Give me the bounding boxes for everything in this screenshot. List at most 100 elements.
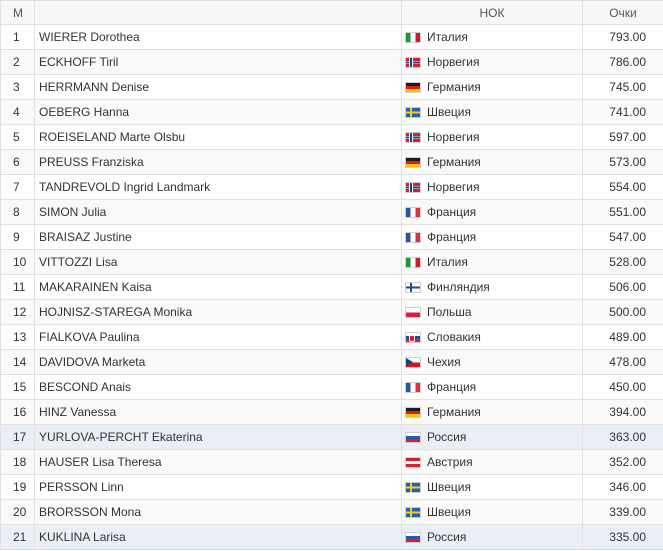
germany-flag-icon (405, 407, 421, 418)
table-row[interactable]: 20 BRORSSON Mona Швеция 339.00 (0, 499, 663, 525)
points-cell: 450.00 (582, 374, 663, 400)
points-cell: 597.00 (582, 124, 663, 150)
athlete-name[interactable]: WIERER Dorothea (34, 24, 402, 50)
points-cell: 741.00 (582, 99, 663, 125)
athlete-name[interactable]: SIMON Julia (34, 199, 402, 225)
athlete-name[interactable]: FIALKOVA Paulina (34, 324, 402, 350)
athlete-name[interactable]: KUKLINA Larisa (34, 524, 402, 550)
table-row[interactable]: 2 ECKHOFF Tiril Норвегия 786.00 (0, 49, 663, 75)
slovakia-flag-icon (405, 332, 421, 343)
table-row[interactable]: 16 HINZ Vanessa Германия 394.00 (0, 399, 663, 425)
table-row[interactable]: 3 HERRMANN Denise Германия 745.00 (0, 74, 663, 100)
table-row[interactable]: 17 YURLOVA-PERCHT Ekaterina Россия 363.00 (0, 424, 663, 450)
country-name: Швеция (427, 105, 471, 119)
nation-cell: Франция (401, 374, 583, 400)
table-row[interactable]: 15 BESCOND Anais Франция 450.00 (0, 374, 663, 400)
rank-cell: 2 (0, 49, 35, 75)
points-cell: 786.00 (582, 49, 663, 75)
table-row[interactable]: 1 WIERER Dorothea Италия 793.00 (0, 24, 663, 50)
italy-flag-icon (405, 257, 421, 268)
nation-cell: Франция (401, 224, 583, 250)
nation-cell: Франция (401, 199, 583, 225)
sweden-flag-icon (405, 507, 421, 518)
rank-cell: 15 (0, 374, 35, 400)
norway-flag-icon (405, 182, 421, 193)
athlete-name[interactable]: BRAISAZ Justine (34, 224, 402, 250)
norway-flag-icon (405, 57, 421, 68)
country-name: Франция (427, 230, 477, 244)
nation-cell: Россия (401, 524, 583, 550)
table-row[interactable]: 5 ROEISELAND Marte Olsbu Норвегия 597.00 (0, 124, 663, 150)
athlete-name[interactable]: MAKARAINEN Kaisa (34, 274, 402, 300)
nation-cell: Норвегия (401, 174, 583, 200)
country-name: Швеция (427, 505, 471, 519)
athlete-name[interactable]: HERRMANN Denise (34, 74, 402, 100)
rank-cell: 17 (0, 424, 35, 450)
rank-cell: 6 (0, 149, 35, 175)
points-cell: 745.00 (582, 74, 663, 100)
rank-cell: 7 (0, 174, 35, 200)
table-row[interactable]: 12 HOJNISZ-STAREGA Monika Польша 500.00 (0, 299, 663, 325)
points-cell: 346.00 (582, 474, 663, 500)
athlete-name[interactable]: BRORSSON Mona (34, 499, 402, 525)
germany-flag-icon (405, 82, 421, 93)
athlete-name[interactable]: OEBERG Hanna (34, 99, 402, 125)
header-nation[interactable]: НОК (401, 0, 583, 25)
athlete-name[interactable]: HOJNISZ-STAREGA Monika (34, 299, 402, 325)
country-name: Германия (427, 405, 481, 419)
country-name: Германия (427, 80, 481, 94)
athlete-name[interactable]: PERSSON Linn (34, 474, 402, 500)
austria-flag-icon (405, 457, 421, 468)
table-row[interactable]: 6 PREUSS Franziska Германия 573.00 (0, 149, 663, 175)
athlete-name[interactable]: DAVIDOVA Marketa (34, 349, 402, 375)
country-name: Франция (427, 380, 477, 394)
table-row[interactable]: 11 MAKARAINEN Kaisa Финляндия 506.00 (0, 274, 663, 300)
points-cell: 394.00 (582, 399, 663, 425)
table-row[interactable]: 14 DAVIDOVA Marketa Чехия 478.00 (0, 349, 663, 375)
athlete-name[interactable]: BESCOND Anais (34, 374, 402, 400)
athlete-name[interactable]: ECKHOFF Tiril (34, 49, 402, 75)
czechia-flag-icon (405, 357, 421, 368)
points-cell: 335.00 (582, 524, 663, 550)
nation-cell: Италия (401, 249, 583, 275)
country-name: Франция (427, 205, 477, 219)
header-name[interactable] (34, 0, 402, 25)
points-cell: 554.00 (582, 174, 663, 200)
table-row[interactable]: 19 PERSSON Linn Швеция 346.00 (0, 474, 663, 500)
athlete-name[interactable]: YURLOVA-PERCHT Ekaterina (34, 424, 402, 450)
points-cell: 352.00 (582, 449, 663, 475)
athlete-name[interactable]: VITTOZZI Lisa (34, 249, 402, 275)
athlete-name[interactable]: HAUSER Lisa Theresa (34, 449, 402, 475)
poland-flag-icon (405, 307, 421, 318)
table-row[interactable]: 21 KUKLINA Larisa Россия 335.00 (0, 524, 663, 550)
header-rank[interactable]: М (0, 0, 35, 25)
points-cell: 506.00 (582, 274, 663, 300)
athlete-name[interactable]: PREUSS Franziska (34, 149, 402, 175)
table-row[interactable]: 4 OEBERG Hanna Швеция 741.00 (0, 99, 663, 125)
rank-cell: 12 (0, 299, 35, 325)
france-flag-icon (405, 207, 421, 218)
table-row[interactable]: 18 HAUSER Lisa Theresa Австрия 352.00 (0, 449, 663, 475)
country-name: Словакия (427, 330, 481, 344)
nation-cell: Норвегия (401, 124, 583, 150)
nation-cell: Словакия (401, 324, 583, 350)
athlete-name[interactable]: ROEISELAND Marte Olsbu (34, 124, 402, 150)
country-name: Швеция (427, 480, 471, 494)
nation-cell: Италия (401, 24, 583, 50)
russia-flag-icon (405, 432, 421, 443)
country-name: Польша (427, 305, 472, 319)
table-row[interactable]: 9 BRAISAZ Justine Франция 547.00 (0, 224, 663, 250)
france-flag-icon (405, 382, 421, 393)
country-name: Италия (427, 255, 468, 269)
nation-cell: Норвегия (401, 49, 583, 75)
header-points[interactable]: Очки (582, 0, 663, 25)
table-row[interactable]: 8 SIMON Julia Франция 551.00 (0, 199, 663, 225)
points-cell: 528.00 (582, 249, 663, 275)
athlete-name[interactable]: TANDREVOLD Ingrid Landmark (34, 174, 402, 200)
table-row[interactable]: 7 TANDREVOLD Ingrid Landmark Норвегия 554.0… (0, 174, 663, 200)
table-row[interactable]: 13 FIALKOVA Paulina Словакия 489.00 (0, 324, 663, 350)
athlete-name[interactable]: HINZ Vanessa (34, 399, 402, 425)
country-name: Австрия (427, 455, 473, 469)
nation-cell: Германия (401, 399, 583, 425)
table-row[interactable]: 10 VITTOZZI Lisa Италия 528.00 (0, 249, 663, 275)
